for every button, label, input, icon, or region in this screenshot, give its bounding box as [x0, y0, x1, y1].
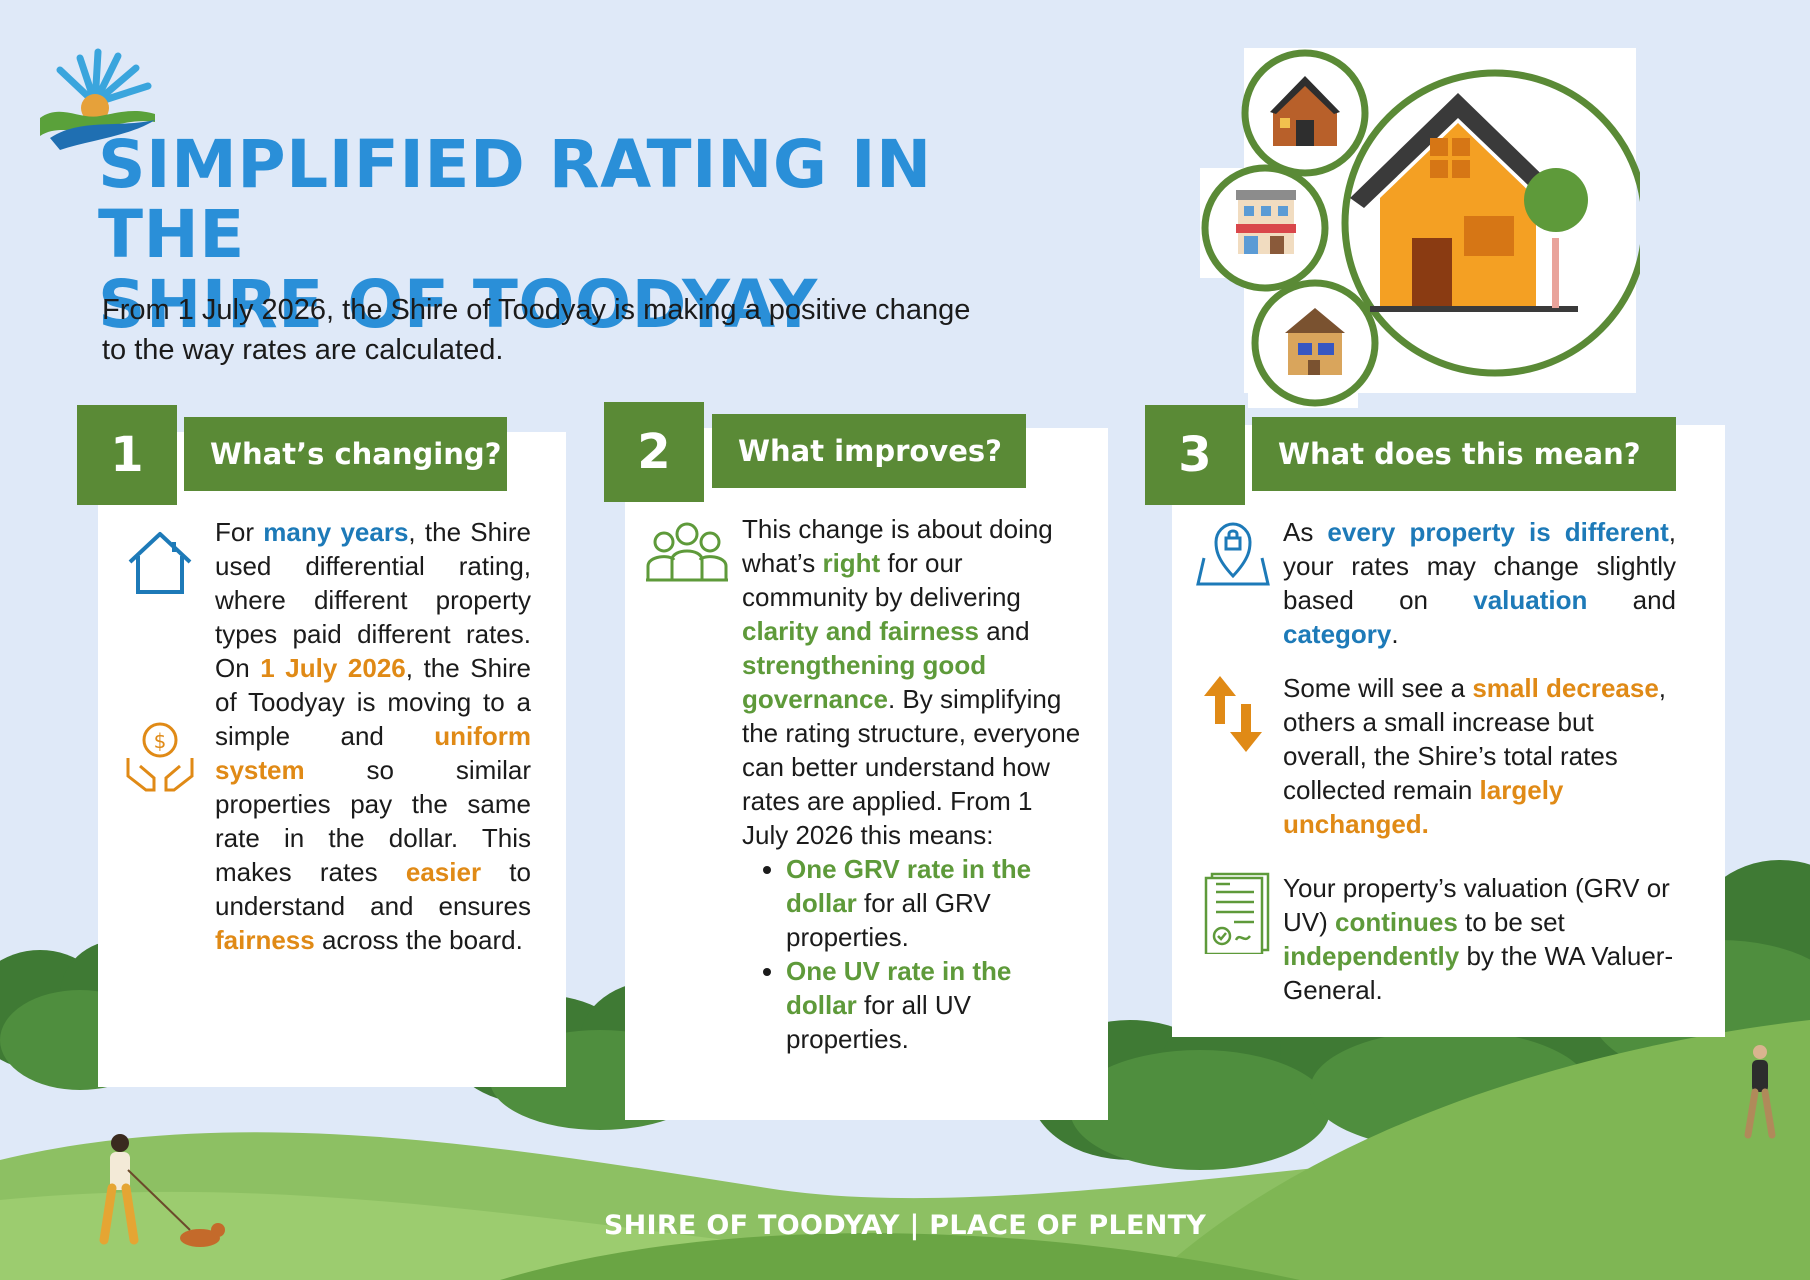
svg-text:$: $ — [154, 729, 167, 753]
footer-tagline: SHIRE OF TOODYAY | PLACE OF PLENTY — [603, 1210, 1207, 1241]
card-3-highlight: independently — [1283, 941, 1460, 971]
bullet-text: for all UV properties. — [786, 990, 971, 1054]
card-1-number: 1 — [77, 405, 177, 505]
card-2-highlight: right — [822, 548, 881, 578]
up-down-arrows-icon — [1204, 676, 1262, 752]
card-2-text: and — [979, 616, 1030, 646]
bullet-highlight: One UV rate in the dollar — [786, 956, 1012, 1020]
card-3-number: 3 — [1145, 405, 1245, 505]
card-2-heading: What improves? — [712, 414, 1026, 488]
card-3-text: by the WA Valuer-General. — [1283, 941, 1674, 1005]
bullet-text: for all GRV properties. — [786, 888, 991, 952]
card-3-text: . — [1391, 619, 1399, 649]
card-1-text: For — [215, 517, 264, 547]
card-2-body: This change is about doing what’s right … — [742, 512, 1082, 1056]
card-3-highlight: valuation — [1473, 585, 1588, 615]
card-2-highlight: strengthening good governance — [742, 650, 987, 714]
house-icon — [128, 532, 192, 594]
properties-illustration — [1200, 48, 1640, 408]
certificate-icon — [1204, 872, 1270, 954]
card-2-text: This change is about doing what’s — [742, 514, 1053, 578]
card-1-text: , the Shire of Toodyay is moving to a si… — [215, 653, 531, 751]
people-icon — [646, 522, 728, 582]
money-hands-icon: $ — [126, 722, 194, 792]
card-3-text: , others a small increase but overall, t… — [1283, 673, 1667, 805]
card-3-paragraph-1: As every property is different, your rat… — [1283, 515, 1676, 651]
page-title: SIMPLIFIED RATING IN THE SHIRE OF TOODYA… — [98, 130, 1078, 340]
card-1-highlight: many years — [263, 517, 409, 547]
title-line-1: SIMPLIFIED RATING IN THE — [98, 126, 932, 273]
shire-logo-icon — [40, 48, 155, 150]
card-3-text: Your property’s valuation (GRV or UV) — [1283, 873, 1670, 937]
card-1-highlight: easier — [405, 857, 482, 887]
card-3-text: Some will see a — [1283, 673, 1473, 703]
list-item: One UV rate in the dollar for all UV pro… — [786, 954, 1082, 1056]
card-2-bullet-list: One GRV rate in the dollar for all GRV p… — [786, 852, 1082, 1056]
location-map-icon — [1196, 522, 1270, 586]
card-3-body: As every property is different, your rat… — [1283, 515, 1676, 1027]
card-1-text: so similar properties pay the same rate … — [215, 755, 531, 887]
card-3-paragraph-3: Your property’s valuation (GRV or UV) co… — [1283, 871, 1676, 1007]
card-what-improves — [625, 428, 1108, 1120]
bullet-highlight: One GRV rate in the dollar — [786, 854, 1032, 918]
card-1-highlight: uniform system — [215, 721, 531, 785]
intro-text: From 1 July 2026, the Shire of Toodyay i… — [102, 294, 971, 366]
card-1-text: , the Shire used differential rating, wh… — [215, 517, 531, 683]
card-3-paragraph-2: Some will see a small decrease, others a… — [1283, 671, 1676, 841]
card-1-highlight: 1 July 2026 — [260, 653, 406, 683]
card-3-text: As — [1283, 517, 1328, 547]
card-2-text: . By simplifying the rating structure, e… — [742, 684, 1081, 850]
card-3-highlight: every property is different — [1327, 517, 1669, 547]
card-1-highlight: fairness — [215, 925, 315, 955]
card-whats-changing — [98, 432, 566, 1087]
card-3-highlight: category — [1283, 619, 1392, 649]
card-3-highlight: small decrease — [1472, 673, 1659, 703]
list-item: One GRV rate in the dollar for all GRV p… — [786, 852, 1082, 954]
card-3-highlight: largely unchanged. — [1283, 775, 1564, 839]
card-1-heading: What’s changing? — [184, 417, 507, 491]
title-line-2: SHIRE OF TOODYAY — [98, 266, 818, 343]
card-3-text: and — [1587, 585, 1676, 615]
card-3-text: to be set — [1457, 907, 1565, 937]
card-2-text: for our community by delivering — [742, 548, 1021, 612]
card-1-text: across the board. — [314, 925, 523, 955]
card-what-does-this-mean — [1172, 425, 1725, 1037]
card-1-body: For many years, the Shire used different… — [215, 515, 531, 957]
card-3-heading: What does this mean? — [1252, 417, 1676, 491]
card-3-highlight: continues — [1335, 907, 1458, 937]
card-3-text: , your rates may change slightly based o… — [1283, 517, 1676, 615]
card-1-text: to understand and ensures — [215, 857, 531, 921]
card-2-number: 2 — [604, 402, 704, 502]
card-2-highlight: clarity and fairness — [742, 616, 979, 646]
